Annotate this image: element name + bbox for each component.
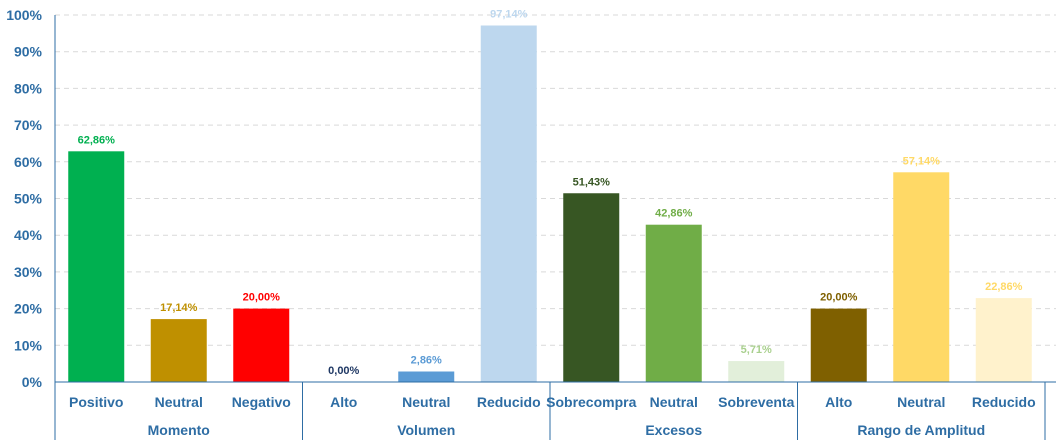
group-label: Excesos [645, 422, 702, 438]
bar [810, 308, 867, 382]
bar [398, 371, 455, 382]
x-tick-label: Alto [330, 394, 357, 410]
data-label: 5,71% [741, 344, 772, 356]
data-label: 17,14% [160, 302, 198, 314]
y-tick-label: 70% [14, 117, 43, 133]
data-label: 42,86% [655, 208, 693, 220]
group-label: Volumen [397, 422, 455, 438]
bar [233, 308, 290, 382]
data-label: 57,14% [903, 155, 941, 167]
x-tick-label: Neutral [402, 394, 450, 410]
x-tick-label: Reducido [477, 394, 541, 410]
x-tick-label: Neutral [897, 394, 945, 410]
bar [68, 151, 125, 382]
data-label: 22,86% [985, 281, 1023, 293]
data-label: 97,14% [490, 8, 528, 20]
gridlines [55, 14, 1056, 346]
y-tick-label: 50% [14, 191, 43, 207]
x-tick-label: Sobreventa [718, 394, 794, 410]
bar [150, 319, 207, 382]
y-tick-label: 90% [14, 44, 43, 60]
group-label: Momento [148, 422, 210, 438]
x-tick-label: Reducido [972, 394, 1036, 410]
y-tick-label: 60% [14, 154, 43, 170]
group-labels: Momento Volumen Excesos Rango de Amplitud [148, 422, 986, 438]
y-tick-label: 100% [6, 7, 42, 23]
x-tick-label: Alto [825, 394, 852, 410]
bar [563, 193, 620, 382]
y-tick-label: 0% [22, 374, 43, 390]
data-labels: 62,86% 17,14% 20,00% 0,00% 2,86% 97,14% 51,43%… [78, 8, 1023, 377]
data-label: 0,00% [328, 365, 359, 377]
y-tick-label: 20% [14, 301, 43, 317]
y-tick-label: 80% [14, 80, 43, 96]
y-axis-ticks: 0% 10% 20% 30% 40% 50% 60% 70% 80% 90% 100% [6, 7, 42, 390]
x-tick-label: Neutral [155, 394, 203, 410]
y-tick-label: 10% [14, 337, 43, 353]
axes [54, 15, 1056, 440]
bar [480, 25, 537, 382]
bar [893, 172, 950, 382]
bar [728, 361, 785, 382]
x-tick-label: Sobrecompra [546, 394, 636, 410]
y-tick-label: 40% [14, 227, 43, 243]
bar [645, 224, 702, 382]
bars [68, 25, 1032, 382]
group-label: Rango de Amplitud [857, 422, 985, 438]
x-tick-label: Negativo [232, 394, 291, 410]
x-tick-label: Neutral [650, 394, 698, 410]
data-label: 51,43% [573, 176, 611, 188]
x-tick-label: Positivo [69, 394, 123, 410]
data-label: 2,86% [411, 355, 442, 367]
data-label: 20,00% [243, 292, 281, 304]
x-axis-ticks: Positivo Neutral Negativo Alto Neutral Reduci… [69, 394, 1036, 410]
data-label: 62,86% [78, 134, 116, 146]
bar [975, 298, 1032, 382]
y-tick-label: 30% [14, 264, 43, 280]
data-label: 20,00% [820, 292, 858, 304]
